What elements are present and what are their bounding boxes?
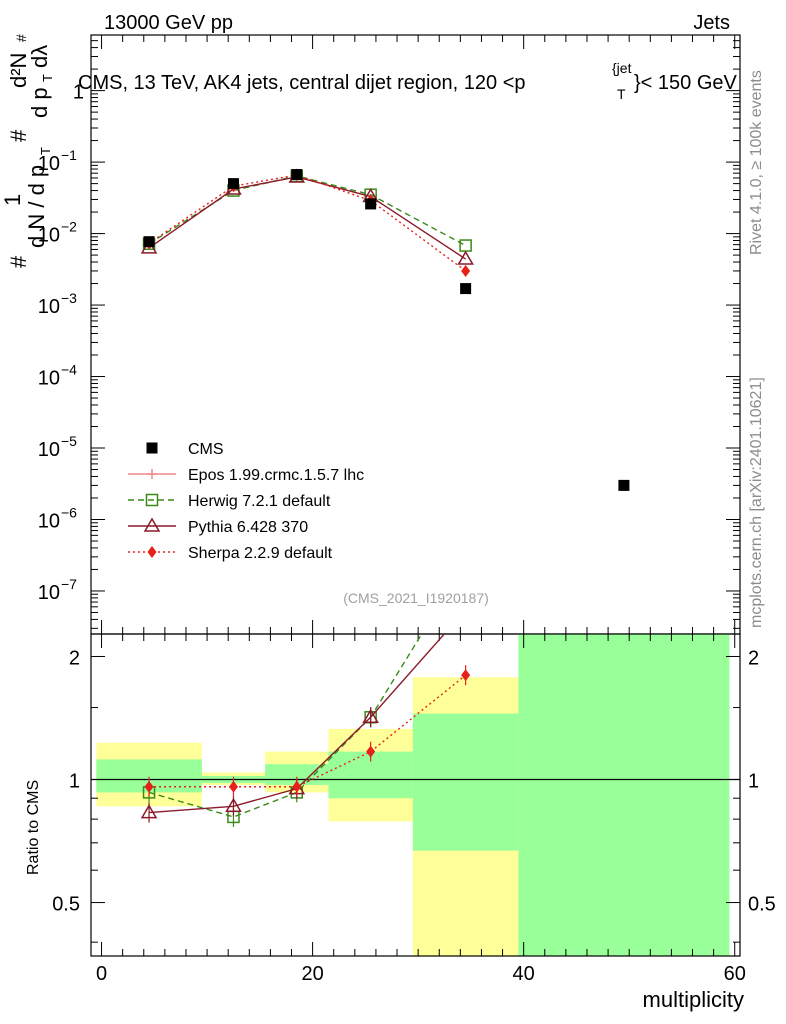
green-band-5 [518,634,730,956]
ratio-tick-label-left-1: 1 [69,771,80,793]
y-tick-base-2: 10 [38,439,60,461]
title-sup: {jet [612,60,632,76]
ratio-point-3-3 [366,745,376,758]
ratio-point-2-3 [362,708,379,724]
title-post: }< 150 GeV [634,72,738,94]
y-tick-base-5: 10 [38,225,60,247]
cms-point-5 [618,479,630,491]
main-series [140,168,630,491]
cms-point-0 [143,236,155,248]
cms-point-4 [460,283,472,295]
chart-title: CMS, 13 TeV, AK4 jets, central dijet reg… [78,60,738,102]
header-left: 13000 GeV pp [104,12,233,34]
ylabel-hash-left: # [6,255,31,268]
ratio-y-label: Ratio to CMS [25,780,42,875]
header-right: Jets [693,12,730,34]
main-plot-panel: 10 −710 −610 −510 −410 −310 −210 −11 [38,34,741,635]
ratio-series [140,557,471,827]
legend-marker-3 [143,517,161,532]
legend-label-4: Sherpa 2.2.9 default [188,545,333,562]
legend-marker-1 [147,469,157,479]
y-tick-base-1: 10 [38,510,60,532]
mcplots-text: mcplots.cern.ch [arXiv:2401.10621] [748,377,765,628]
ratio-point-3-4 [461,669,471,682]
ratio-frame [90,633,741,957]
ylabel-num: d²N [6,53,31,88]
analysis-id: (CMS_2021_I1920187) [343,590,489,606]
series-1-point-4 [459,239,472,252]
series-3-point-4 [461,264,471,277]
y-tick-base-7: 1 [73,82,84,104]
ylabel-T2: T [40,74,55,82]
y-tick-exp-3: −4 [61,362,77,378]
series-line-2 [148,176,467,260]
y-tick-base-6: 10 [38,153,60,175]
y-tick-base-4: 10 [38,296,60,318]
green-band-4 [412,713,519,851]
ratio-tick-label-right-0: 0.5 [748,894,776,916]
y-tick-exp-5: −2 [61,219,77,235]
x-tick-label-60: 60 [724,963,746,985]
legend-label-3: Pythia 6.428 370 [188,519,308,536]
x-axis-label: multiplicity [643,987,744,1012]
ratio-point-1-4 [460,557,471,568]
y-tick-base-0: 10 [38,582,60,604]
legend: CMS Epos 1.99.crmc.1.5.7 lhc Herwig 7.2.1 … [128,441,364,562]
y-tick-exp-6: −1 [61,147,77,163]
y-tick-exp-0: −7 [61,576,77,592]
ratio-point-3-0 [144,780,154,793]
series-2-point-4 [457,250,474,265]
ratio-tick-label-left-2: 2 [69,647,80,669]
ylabel-den2: d p [27,87,52,118]
ratio-tick-label-right-1: 1 [748,771,759,793]
ratio-point-2-1 [225,797,242,813]
ylabel-T: T [38,147,53,155]
title-sub: T [617,86,626,102]
legend-marker-2 [145,493,159,507]
cms-point-3 [365,198,377,210]
ratio-point-3-1 [228,780,238,793]
rivet-version-text: Rivet 4.1.0, ≥ 100k events [748,70,765,255]
y-tick-exp-4: −3 [61,290,77,306]
legend-label-0: CMS [188,441,224,458]
y-tick-base-3: 10 [38,368,60,390]
y-tick-exp-2: −5 [61,433,77,449]
legend-label-1: Epos 1.99.crmc.1.5.7 lhc [188,467,364,484]
series-line-3 [148,174,467,272]
y-axis-label: # 1 d N / d p T # d²N d p T dλ # [0,34,55,268]
title-pre: CMS, 13 TeV, AK4 jets, central dijet reg… [78,72,526,94]
x-tick-label-0: 0 [96,963,107,985]
legend-label-2: Herwig 7.2.1 default [188,493,331,510]
ylabel-hash-mid: # [6,129,31,142]
ylabel-den1: d N / d p [24,165,49,248]
ratio-plot-panel: 0 20 40 60 0.5 0.5 1 1 2 2 [52,557,776,985]
cms-point-2 [291,169,303,181]
cms-point-1 [227,178,239,190]
ratio-bands [96,634,730,956]
series-line-1 [148,175,466,247]
ratio-point-3-2 [292,780,302,793]
ratio-line-3 [149,674,467,788]
ylabel-hash-top: # [13,34,29,42]
ylabel-one: 1 [0,194,25,206]
legend-marker-4 [147,546,157,558]
x-tick-label-20: 20 [301,963,323,985]
ylabel-lambda: dλ [27,45,52,68]
y-tick-exp-1: −6 [61,504,77,520]
ratio-tick-label-right-2: 2 [748,647,759,669]
x-tick-label-40: 40 [513,963,535,985]
legend-marker-0 [146,442,158,454]
ratio-point-2-0 [140,804,158,819]
ratio-tick-label-left-0: 0.5 [52,894,80,916]
